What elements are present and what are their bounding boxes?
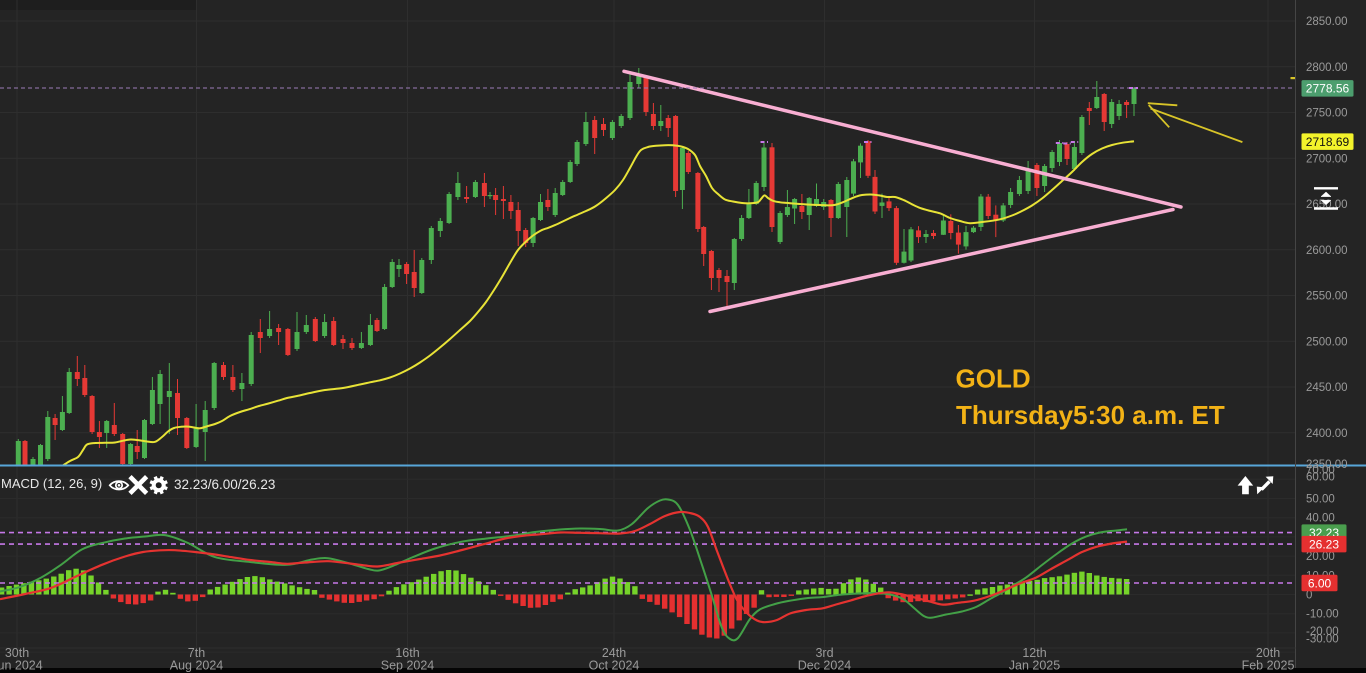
svg-text:Oct 2024: Oct 2024 (589, 659, 640, 673)
svg-text:6.00: 6.00 (1308, 576, 1332, 590)
svg-text:20th: 20th (1256, 646, 1280, 660)
svg-text:-10.00: -10.00 (1306, 609, 1339, 621)
svg-text:2850.00: 2850.00 (1306, 16, 1348, 28)
svg-text:Thursday5:30 a.m. ET: Thursday5:30 a.m. ET (956, 400, 1225, 430)
svg-text:GOLD: GOLD (956, 364, 1031, 394)
svg-text:24th: 24th (602, 646, 626, 660)
svg-text:Feb 2025: Feb 2025 (1242, 659, 1295, 673)
svg-text:32.23/6.00/26.23: 32.23/6.00/26.23 (174, 477, 275, 492)
svg-text:Sep 2024: Sep 2024 (381, 659, 435, 673)
svg-text:26.23: 26.23 (1309, 537, 1339, 551)
svg-text:2718.69: 2718.69 (1306, 135, 1350, 149)
svg-text:40.00: 40.00 (1306, 513, 1335, 525)
svg-text:Jun 2024: Jun 2024 (0, 659, 43, 673)
svg-text:-20.00: -20.00 (1306, 626, 1339, 638)
svg-text:2800.00: 2800.00 (1306, 62, 1348, 74)
svg-text:Jan 2025: Jan 2025 (1009, 659, 1060, 673)
svg-text:2550.00: 2550.00 (1306, 291, 1348, 303)
svg-text:20.00: 20.00 (1306, 551, 1335, 563)
svg-text:2350.00: 2350.00 (1306, 459, 1348, 471)
svg-text:MACD (12, 26, 9): MACD (12, 26, 9) (1, 476, 102, 491)
svg-text:2450.00: 2450.00 (1306, 382, 1348, 394)
svg-text:2750.00: 2750.00 (1306, 108, 1348, 120)
svg-text:2600.00: 2600.00 (1306, 245, 1348, 257)
svg-text:7th: 7th (188, 646, 205, 660)
svg-text:16th: 16th (395, 646, 419, 660)
svg-text:-30.00: -30.00 (1306, 634, 1339, 646)
svg-text:Aug 2024: Aug 2024 (170, 659, 224, 673)
svg-text:70.00: 70.00 (1306, 465, 1335, 477)
svg-text:2500.00: 2500.00 (1306, 336, 1348, 348)
svg-text:Dec 2024: Dec 2024 (798, 659, 852, 673)
svg-text:2700.00: 2700.00 (1306, 153, 1348, 165)
svg-text:0: 0 (1306, 590, 1312, 602)
svg-text:2778.56: 2778.56 (1306, 82, 1350, 96)
svg-text:60.00: 60.00 (1306, 472, 1335, 484)
svg-text:50.00: 50.00 (1306, 494, 1335, 506)
svg-text:2400.00: 2400.00 (1306, 428, 1348, 440)
svg-text:3rd: 3rd (815, 646, 833, 660)
svg-text:30th: 30th (5, 646, 29, 660)
svg-text:12th: 12th (1022, 646, 1046, 660)
